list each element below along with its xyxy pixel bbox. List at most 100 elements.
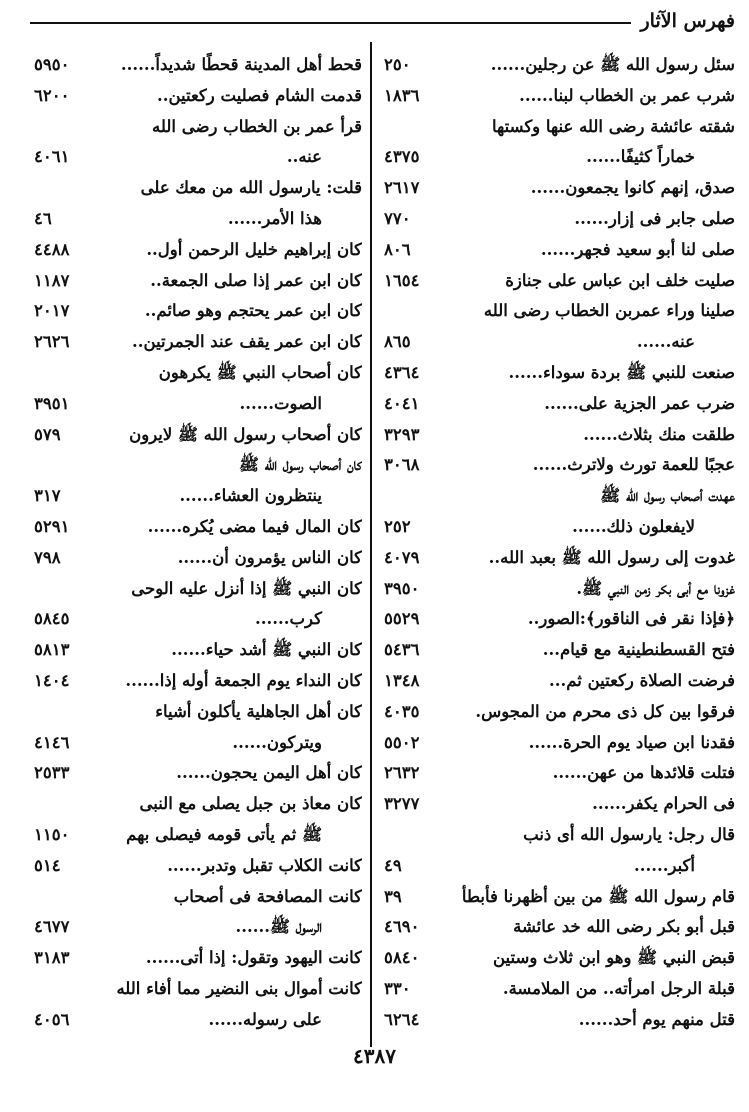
entry-page-number: ٢٥٠ [384, 55, 411, 74]
entry-text: عنه.. [286, 147, 322, 167]
entry-line: عنه...... ٨٦٥ [380, 327, 735, 358]
entry-text: قبلة الرجل امرأته.. من الملامسة. [502, 978, 735, 998]
entry-page-number: ١٦٥٤ [384, 270, 420, 290]
entry-line: صلى جابر فى إزار...... ٧٧٠ [380, 204, 735, 235]
entry-page-number: ٣٢٩٣ [384, 424, 420, 444]
entry-text: قرأ عمر بن الخطاب رضى الله [152, 116, 362, 136]
entry-text: غزونا مع أبى بكر زمن النبي ﷺ. [576, 578, 735, 598]
index-entry: صلى جابر فى إزار...... ٧٧٠ [380, 204, 735, 235]
entry-text: خماراً كثيفًا...... [586, 147, 695, 167]
index-entry: كان النبي ﷺ إذا أنزل عليه الوحى كرب......… [30, 574, 362, 636]
entry-text: هذا الأمر...... [227, 208, 322, 228]
entry-text: كانت المصافحة فى أصحاب [173, 886, 362, 906]
entry-line: قلت: يارسول الله من معك على [30, 173, 362, 204]
index-entry: صليت خلف ابن عباس على جنازة ١٦٥٤ [380, 266, 735, 297]
entry-page-spacer [380, 296, 446, 327]
entry-text: الرسول ﷺ...... [235, 917, 323, 937]
entry-line: فى الحرام يكفر...... ٣٢٧٧ [380, 789, 735, 820]
entry-line: قال رجل: يارسول الله أى ذنب [380, 820, 735, 851]
index-entry: كانت اليهود وتقول: إذا أتى...... ٣١٨٣ [30, 943, 362, 974]
entry-line: كانت المصافحة فى أصحاب [30, 882, 362, 913]
entry-page-spacer [30, 574, 96, 605]
entry-page-number: ٢٠١٧ [34, 301, 70, 321]
entry-text: كان النبي ﷺ أشد حياء...... [171, 640, 362, 660]
entry-text: قبل أبو بكر رضى الله خد عائشة [513, 917, 735, 937]
entry-line: قبض النبي ﷺ وهو ابن ثلاث وستين ٥٨٤٠ [380, 943, 735, 974]
entry-line: كان النبي ﷺ أشد حياء...... ٥٨١٣ [30, 635, 362, 666]
entry-page-number: ١٣٤٨ [384, 670, 420, 690]
entry-page-number: ٦٢٦٤ [384, 1009, 420, 1029]
entry-line: لايفعلون ذلك...... ٢٥٢ [380, 512, 735, 543]
entry-page-number: ٢٦٢٦ [34, 332, 70, 352]
entry-text: صليت خلف ابن عباس على جنازة [505, 270, 735, 290]
entry-page-spacer [30, 697, 96, 728]
entry-text: عنه...... [636, 332, 695, 352]
index-entry: كان الناس يؤمرون أن...... ٧٩٨ [30, 543, 362, 574]
entry-page-number: ٤٠٤١ [384, 393, 420, 413]
entry-line: غزونا مع أبى بكر زمن النبي ﷺ. ٣٩٥٠ [380, 574, 735, 605]
entry-text: شرب عمر بن الخطاب لبنا...... [519, 85, 735, 105]
entry-text: طلقت منك بثلاث...... [583, 424, 735, 444]
index-entry: قلت: يارسول الله من معك على هذا الأمر....… [30, 173, 362, 235]
entry-page-number: ٥١٤ [34, 855, 61, 875]
entry-line: قرأ عمر بن الخطاب رضى الله [30, 112, 362, 143]
entry-text: ينتظرون العشاء...... [179, 486, 322, 506]
entry-text: ﴿فإذا نقر فى الناقور﴾:الصور.. [527, 609, 735, 629]
index-entry: صنعت للنبي ﷺ بردة سوداء...... ٤٣٦٤ [380, 358, 735, 389]
entry-line: ويتركون...... ٤١٤٦ [30, 728, 362, 759]
entry-line: كان أصحاب النبي ﷺ يكرهون [30, 358, 362, 389]
entry-line: ﷺ ثم يأتى قومه فيصلى بهم ١١٥٠ [30, 820, 362, 851]
entry-line: كانت اليهود وتقول: إذا أتى...... ٣١٨٣ [30, 943, 362, 974]
entry-text: صنعت للنبي ﷺ بردة سوداء...... [508, 362, 735, 382]
entry-text: كانت اليهود وتقول: إذا أتى...... [145, 948, 362, 968]
entry-text: صلينا وراء عمربن الخطاب رضى الله [483, 301, 735, 321]
index-entry: كان النداء يوم الجمعة أوله إذا...... ١٤٠٤ [30, 666, 362, 697]
header-rule [30, 22, 631, 24]
entry-text: صلى جابر فى إزار...... [574, 208, 735, 228]
entry-line: فتح القسطنطينية مع قيام... ٥٤٣٦ [380, 635, 735, 666]
entry-page-number: ٥٨٤٠ [384, 948, 420, 968]
entry-text: كان ابن عمر إذا صلى الجمعة.. [150, 270, 362, 290]
index-entry: فرضت الصلاة ركعتين ثم... ١٣٤٨ [380, 666, 735, 697]
index-entry: فرقوا بين كل ذى محرم من المجوس. ٤٠٣٥ [380, 697, 735, 728]
entry-line: فقدنا ابن صياد يوم الحرة...... ٥٥٠٢ [380, 728, 735, 759]
index-entry: كان أصحاب النبي ﷺ يكرهون الصوت...... ٣٩٥١ [30, 358, 362, 420]
entry-text: كان الناس يؤمرون أن...... [177, 547, 362, 567]
entry-text: قلت: يارسول الله من معك على [140, 178, 362, 198]
entry-line: خماراً كثيفًا...... ٤٣٧٥ [380, 142, 735, 173]
index-entry: سئل رسول الله ﷺ عن رجلين...... ٢٥٠ [380, 50, 735, 81]
entry-page-number: ٤٣٧٥ [384, 147, 420, 167]
index-entry: كانت المصافحة فى أصحاب الرسول ﷺ...... ٤٦٧٧ [30, 882, 362, 944]
entry-page-number: ١٤٠٤ [34, 670, 70, 690]
entry-line: على رسوله...... ٤٠٥٦ [30, 1005, 362, 1036]
entry-line: ضرب عمر الجزية على...... ٤٠٤١ [380, 389, 735, 420]
entry-text: ويتركون...... [232, 732, 322, 752]
entry-page-number: ٣٢٧٧ [384, 794, 420, 814]
entry-line: قام رسول الله ﷺ من بين أظهرنا فأبطأ ٣٩ [380, 882, 735, 913]
entry-line: كانت أموال بنى النضير مما أفاء الله [30, 974, 362, 1005]
index-entry: كان ابن عمر يحتجم وهو صائم.. ٢٠١٧ [30, 296, 362, 327]
index-entry: طلقت منك بثلاث...... ٣٢٩٣ [380, 420, 735, 451]
entry-text: كان النبي ﷺ إذا أنزل عليه الوحى [131, 578, 362, 598]
entry-text: فتلت قلائدها من عهن...... [552, 763, 735, 783]
entry-text: على رسوله...... [208, 1009, 322, 1029]
entry-line: كان ابن عمر يقف عند الجمرتين.. ٢٦٢٦ [30, 327, 362, 358]
entry-page-number: ٨٦٥ [384, 332, 411, 352]
entry-line: هذا الأمر...... ٤٦ [30, 204, 362, 235]
entry-text: كان ابن عمر يقف عند الجمرتين.. [132, 332, 362, 352]
column-divider [370, 42, 372, 1047]
entry-line: ﴿فإذا نقر فى الناقور﴾:الصور.. ٥٥٢٩ [380, 604, 735, 635]
index-entry: شرب عمر بن الخطاب لبنا...... ١٨٣٦ [380, 81, 735, 112]
entry-page-number: ٧٩٨ [34, 547, 61, 567]
entry-page-number: ٥٨٤٥ [34, 609, 70, 629]
index-entry: قبل أبو بكر رضى الله خد عائشة ٤٦٩٠ [380, 912, 735, 943]
entry-page-number: ٥٤٣٦ [384, 640, 420, 660]
entry-page-spacer [380, 112, 446, 143]
index-column-right: سئل رسول الله ﷺ عن رجلين...... ٢٥٠ شرب عمر… [380, 50, 735, 1036]
index-entry: قحط أهل المدينة قحطًا شديداً...... ٥٩٥٠ [30, 50, 362, 81]
entry-line: ينتظرون العشاء...... ٣١٧ [30, 481, 362, 512]
entry-page-spacer [30, 358, 96, 389]
entry-line: كرب...... ٥٨٤٥ [30, 604, 362, 635]
entry-text: قبض النبي ﷺ وهو ابن ثلاث وستين [492, 948, 735, 968]
index-entry: قبض النبي ﷺ وهو ابن ثلاث وستين ٥٨٤٠ [380, 943, 735, 974]
